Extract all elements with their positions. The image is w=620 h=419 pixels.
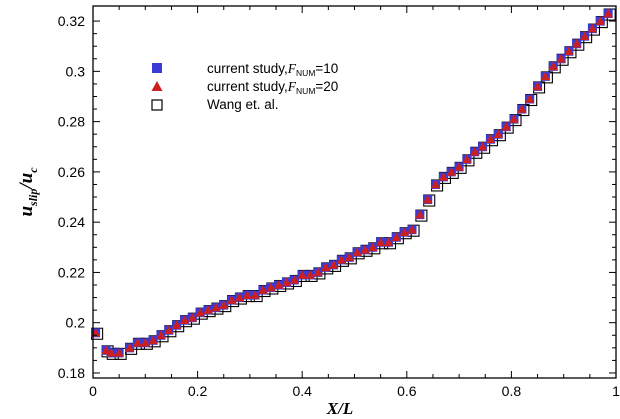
point-fnum-20 [517,104,527,113]
y-tick-label: 0.18 [58,365,85,381]
point-fnum-20 [250,290,260,299]
point-fnum-20 [399,227,409,237]
point-fnum-20 [493,129,503,138]
point-fnum-20 [164,325,174,335]
x-tick-label: 0.8 [502,383,522,399]
legend-entry-fnum-10: current study,FNUM=10 [207,61,338,78]
point-fnum-20 [368,242,378,252]
point-fnum-20 [430,179,441,189]
y-tick-label: 0.3 [66,63,86,79]
axis-ticks: 0 0.2 0.4 0.6 0.8 1 0.18 0.2 0.22 0.24 0.26 0.28 0.3… [58,6,620,399]
point-fnum-20 [336,255,347,264]
point-fnum-20 [328,260,339,269]
point-fnum-20 [438,172,449,181]
point-fnum-20 [501,121,511,131]
x-axis-title: X/L [326,399,353,418]
x-tick-label: 1 [612,383,620,399]
y-tick-label: 0.22 [58,264,85,280]
point-fnum-20 [266,282,276,292]
point-fnum-20 [407,224,417,234]
point-fnum-20 [106,348,116,357]
point-fnum-20 [360,245,370,254]
point-fnum-20 [485,134,496,144]
point-fnum-20 [140,338,150,347]
point-fnum-20 [242,290,252,299]
point-fnum-20 [297,270,307,279]
point-fnum-20 [187,312,197,322]
y-tick-label: 0.32 [58,13,85,29]
point-fnum-20 [211,302,221,312]
point-fnum-20 [478,141,488,151]
point-fnum-20 [572,38,582,48]
legend-marker-filled-square [152,63,162,73]
point-fnum-20 [344,252,354,262]
point-fnum-20 [509,114,519,123]
plot-marks [91,8,616,360]
point-fnum-20 [179,315,190,324]
x-tick-label: 0.2 [188,383,208,399]
legend-marker-open-square [151,99,163,111]
y-tick-label: 0.24 [58,214,85,230]
point-fnum-20 [219,300,229,309]
y-tick-label: 0.26 [58,164,85,180]
point-fnum-20 [352,247,362,257]
point-fnum-20 [258,285,268,294]
point-fnum-20 [470,146,480,156]
point-fnum-20 [564,46,574,56]
point-fnum-20 [525,94,535,103]
point-fnum-20 [101,345,111,355]
point-fnum-20 [203,305,213,314]
point-fnum-20 [587,23,598,33]
legend-marker-filled-triangle [151,81,163,91]
x-tick-label: 0.6 [397,383,417,399]
x-tick-label: 0.4 [292,383,312,399]
point-fnum-20 [281,277,292,287]
x-tick-label: 0 [89,383,97,399]
point-fnum-20 [226,295,237,304]
point-fnum-20 [148,335,158,345]
legend: current study,FNUM=10 current study,FNUM… [151,61,338,112]
point-fnum-20 [532,81,543,91]
point-fnum-20 [195,307,205,317]
point-fnum-20 [125,343,135,352]
point-fnum-20 [423,194,433,204]
point-fnum-20 [172,320,182,330]
legend-entry-fnum-20: current study,FNUM=20 [207,79,338,96]
point-fnum-20 [556,53,566,63]
y-axis-title: uslip/uc [16,167,40,217]
y-tick-label: 0.28 [58,114,85,130]
legend-entry-wang: Wang et. al. [207,97,279,112]
point-fnum-20 [595,16,605,25]
point-fnum-20 [156,330,166,340]
point-fnum-20 [321,262,331,272]
point-fnum-20 [462,154,472,164]
point-fnum-20 [454,162,464,171]
y-tick-label: 0.2 [66,315,86,331]
point-fnum-20 [548,61,558,71]
point-fnum-20 [603,8,613,18]
point-fnum-20 [132,338,143,347]
point-fnum-20 [580,31,590,40]
point-fnum-20 [540,71,550,81]
point-fnum-20 [391,232,401,242]
point-fnum-20 [234,292,245,302]
point-fnum-20 [114,348,124,357]
point-fnum-20 [305,270,315,279]
point-fnum-20 [376,237,386,247]
point-fnum-20 [274,280,284,289]
point-fnum-20 [289,275,299,284]
point-fnum-20 [383,237,394,247]
point-fnum-20 [446,167,456,176]
point-fnum-20 [313,267,323,277]
point-fnum-20 [415,209,425,219]
plot-frame [92,5,617,379]
